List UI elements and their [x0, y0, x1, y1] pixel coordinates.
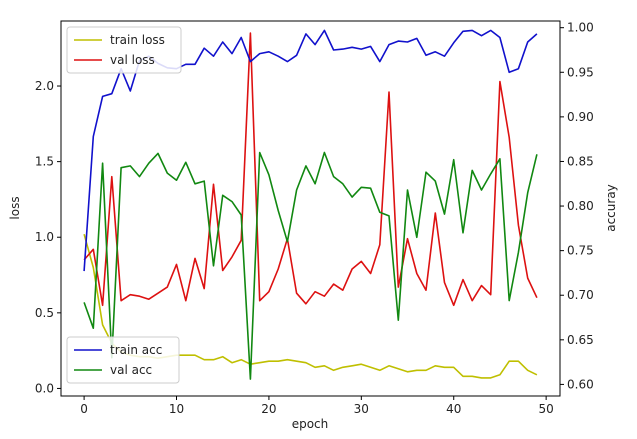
legend-train-acc-label: train acc [110, 343, 162, 357]
plot-frame [60, 20, 561, 397]
right-y-tick-label: 1.00 [567, 21, 594, 35]
left-y-tick-label: 1.5 [35, 155, 54, 169]
right-y-tick-label: 0.70 [567, 288, 594, 302]
left-y-tick-label: 1.0 [35, 230, 54, 244]
legend-acc-box [66, 336, 180, 384]
legend-train-loss-label: train loss [110, 33, 165, 47]
x-axis-ticks: 0 10 20 30 40 50 [80, 396, 554, 416]
x-tick-label: 50 [538, 402, 553, 416]
right-y-tick-label: 0.85 [567, 154, 594, 168]
right-y-tick-label: 0.60 [567, 377, 594, 391]
x-tick-label: 10 [169, 402, 184, 416]
right-y-axis-ticks: 0.60 0.65 0.70 0.75 0.80 0.85 0.90 0.95 1.00 [560, 21, 594, 391]
right-y-tick-label: 0.65 [567, 333, 594, 347]
legend-loss: train loss val loss [66, 26, 182, 74]
left-y-axis-label: loss [8, 196, 22, 219]
right-y-tick-label: 0.80 [567, 199, 594, 213]
val-acc-line [83, 151, 538, 380]
right-y-tick-label: 0.95 [567, 65, 594, 79]
val-loss-line [83, 32, 538, 307]
right-y-axis-label: accuray [604, 184, 618, 232]
x-tick-label: 20 [261, 402, 276, 416]
left-y-axis-ticks: 0.0 0.5 1.0 1.5 2.0 [35, 79, 61, 395]
legend-loss-box [66, 26, 182, 74]
left-y-tick-label: 2.0 [35, 79, 54, 93]
legend-acc: train acc val acc [66, 336, 180, 384]
legend-val-acc-label: val acc [110, 363, 152, 377]
right-y-tick-label: 0.75 [567, 244, 594, 258]
x-tick-label: 30 [354, 402, 369, 416]
right-y-tick-label: 0.90 [567, 110, 594, 124]
left-y-tick-label: 0.5 [35, 306, 54, 320]
x-axis-label: epoch [292, 417, 329, 431]
x-tick-label: 0 [80, 402, 88, 416]
left-y-tick-label: 0.0 [35, 381, 54, 395]
x-tick-label: 40 [446, 402, 461, 416]
legend-val-loss-label: val loss [110, 53, 155, 67]
